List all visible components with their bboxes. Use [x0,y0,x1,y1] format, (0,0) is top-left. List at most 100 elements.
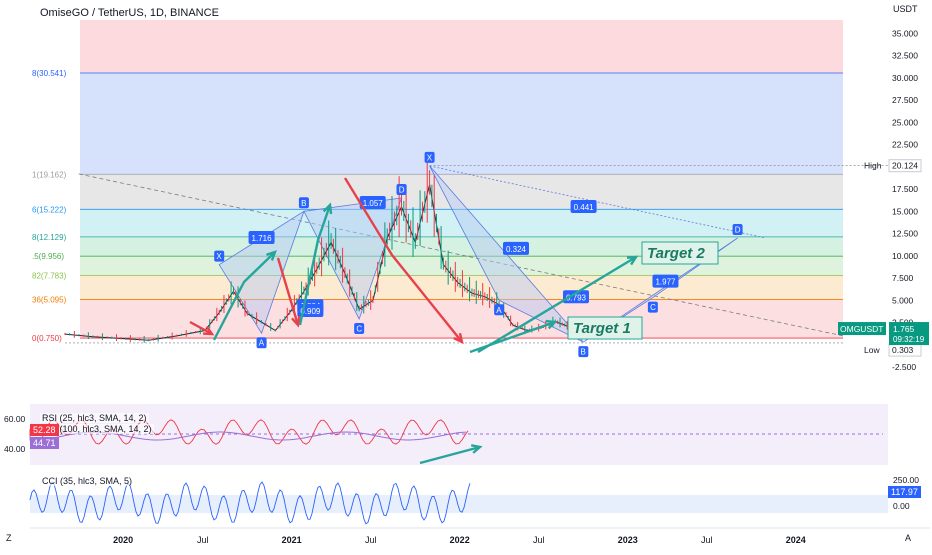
target-1-label: Target 1 [573,320,631,337]
arrow-down-3 [343,177,463,343]
ratio-badge [570,199,597,213]
arrow-up-2 [298,204,332,326]
x-tick-label: 2020 [113,535,133,545]
last-price-tag [889,322,929,346]
fib-label: 6(15.222) [32,205,67,214]
point-marker-x [424,151,435,163]
arrow-up-1 [212,251,276,341]
high-label: High [864,161,882,171]
cci-value-tag: 117.97 [888,486,921,498]
x-tick-label: Jul [533,535,545,545]
y-tick-label: 27.500 [892,95,918,105]
target-2-label-box [641,241,719,265]
ratio-label: 0.324 [506,245,527,254]
high-value-box [888,159,922,173]
target-2-label: Target 2 [647,245,705,262]
arrow-down-2-head [291,315,301,328]
arrow-target-1-head [545,319,558,330]
fib-zone-6 [80,275,843,300]
point-marker-a [256,337,267,349]
point-marker-c [647,301,658,313]
y-tick-label: 30.000 [892,73,918,83]
y-tick-label: 22.500 [892,140,918,150]
x-tick-label: 2022 [450,535,470,545]
cci-band [30,495,888,513]
fib-label: 1(19.162) [32,170,67,179]
fib-zone-1 [80,73,843,175]
fib-label: 8(12.129) [32,233,67,242]
xd-line [429,165,766,239]
rsi-tick: 60.00 [4,414,26,424]
chart-title: OmiseGO / TetherUS, 1D, BINANCE [40,7,219,19]
high-value: 20.124 [892,161,918,171]
cci-line [29,481,471,525]
x-tick-label: Jul [365,535,377,545]
y-tick-label: 5.000 [892,295,914,305]
cci-tick: 250.00 [893,475,919,485]
point-label: C [650,303,656,312]
timezone-button[interactable]: Z [6,533,12,543]
fib-zone-0 [80,20,843,74]
point-marker-d [396,183,407,195]
auto-scale-button[interactable]: A [905,533,912,543]
y-tick-label: 7.500 [892,273,914,283]
rsi-100-value: 44.71 [30,437,59,449]
y-tick-label: 10.000 [892,251,918,261]
symbol-tag [838,322,886,336]
rsi-fast-line [29,419,469,445]
arrow-up-1-head [266,250,277,261]
rsi-25-label[interactable]: RSI (25, hlc3, SMA, 14, 2) [40,413,149,423]
fib-label: 8(30.541) [32,69,67,78]
ratio-badge [359,195,386,209]
ratio-label: 1.977 [655,278,676,287]
point-label: B [301,199,306,208]
target-1-label-box [567,316,643,340]
ratio-label: 1.716 [252,234,273,243]
fib-label: 0(0.750) [32,334,62,343]
ratio-label: 0.909 [300,307,321,316]
fib-label: 82(7.783) [32,272,67,281]
point-marker-a [494,304,505,316]
fib-zone-5 [80,256,843,276]
low-label: Low [864,345,880,355]
fib-label: .5(9.956) [32,252,64,261]
arrow-down-3-head [453,332,464,345]
fib-zone-4 [80,236,843,257]
symbol-label: OMGUSDT [840,324,883,334]
arrow-down-1-head [202,325,215,336]
point-label: C [356,324,362,333]
point-marker-b [298,197,309,209]
rsi-tick: 40.00 [4,444,26,454]
point-marker-b [578,346,589,358]
fib-zone-2 [80,174,843,210]
y-tick-label: 12.500 [892,229,918,239]
last-price: 1.765 [893,324,915,334]
point-marker-c [354,322,365,334]
arrow-down-2 [276,257,300,326]
ratio-label: 1.057 [363,199,384,208]
x-tick-label: 2021 [282,535,302,545]
ratio-badge [248,230,275,244]
rsi-100-label[interactable]: RSI (100, hlc3, SMA, 14, 2) [40,424,154,434]
fib-zone-3 [80,209,843,237]
rsi-arrow-head [470,444,483,454]
arrow-target-2-head [626,255,639,266]
point-label: X [216,252,222,261]
point-marker-d [732,223,743,235]
point-label: X [427,153,433,162]
y-tick-label: 25.000 [892,117,918,127]
ratio-badge [652,274,679,288]
ratio-label: 0.793 [566,293,587,302]
point-label: D [735,225,741,234]
cci-label[interactable]: CCI (35, hlc3, SMA, 5) [40,476,135,486]
x-tick-label: 2024 [786,535,806,545]
point-label: B [581,348,586,357]
point-label: A [259,339,265,348]
x-tick-label: Jul [701,535,713,545]
y-tick-label: 35.000 [892,28,918,38]
y-tick-label: 32.500 [892,51,918,61]
rsi-25-value: 52.28 [30,424,59,436]
ratio-badge [562,290,589,304]
